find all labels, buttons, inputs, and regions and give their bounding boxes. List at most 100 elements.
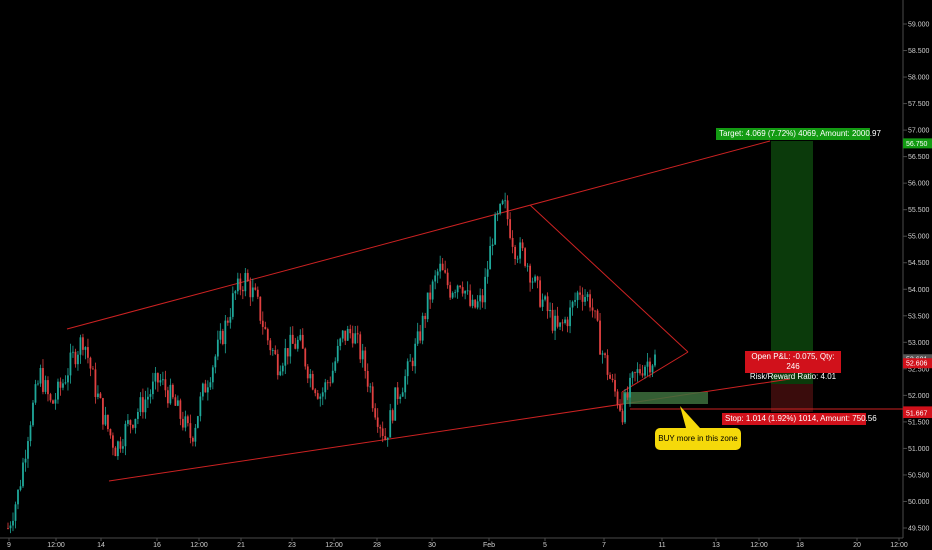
candle-body[interactable] [224,320,227,345]
candle-body[interactable] [24,458,27,463]
candle-body[interactable] [336,345,339,362]
candle-body[interactable] [246,273,249,282]
candle-body[interactable] [391,410,394,421]
candle-body[interactable] [561,322,564,324]
candle-body[interactable] [34,384,37,403]
candle-body[interactable] [37,383,39,385]
candle-body[interactable] [321,392,324,397]
candle-body[interactable] [311,374,314,390]
candle-body[interactable] [99,393,102,399]
candle-body[interactable] [67,375,69,383]
stop-label[interactable]: Stop: 1.014 (1.92%) 1014, Amount: 750.56 [722,413,877,425]
candle-body[interactable] [516,258,519,260]
candle-body[interactable] [12,520,14,526]
candle-body[interactable] [559,322,561,327]
candle-body[interactable] [276,354,279,376]
candle-body[interactable] [504,200,507,202]
candle-body[interactable] [421,315,424,341]
candle-body[interactable] [489,245,492,270]
candle-body[interactable] [102,398,104,425]
candle-body[interactable] [634,372,636,374]
candle-body[interactable] [164,379,167,391]
candle-body[interactable] [89,357,92,369]
candle-body[interactable] [614,380,616,392]
candle-body[interactable] [166,390,169,404]
candle-body[interactable] [481,295,484,303]
candle-body[interactable] [139,397,142,412]
candle-body[interactable] [82,337,84,350]
candle-body[interactable] [399,396,402,399]
candle-body[interactable] [161,379,164,381]
candle-body[interactable] [491,244,494,246]
candle-body[interactable] [316,393,319,399]
candle-body[interactable] [454,292,457,294]
candle-body[interactable] [286,348,289,357]
candle-body[interactable] [596,310,599,321]
candle-body[interactable] [591,307,594,311]
candle-body[interactable] [259,296,262,321]
candle-body[interactable] [261,320,264,327]
candle-body[interactable] [234,291,237,294]
candle-body[interactable] [251,287,254,298]
candle-body[interactable] [64,382,67,384]
candle-body[interactable] [424,315,427,320]
candle-body[interactable] [519,242,522,259]
candle-body[interactable] [649,361,651,373]
candle-body[interactable] [476,301,479,308]
candle-body[interactable] [566,319,569,327]
candle-body[interactable] [264,326,267,330]
candle-body[interactable] [564,319,566,323]
candle-body[interactable] [376,417,379,427]
candle-body[interactable] [47,380,49,395]
candle-body[interactable] [27,441,29,459]
candle-body[interactable] [606,355,609,375]
candle-body[interactable] [209,382,212,388]
candle-body[interactable] [216,339,219,357]
candle-body[interactable] [69,352,72,376]
candle-body[interactable] [239,278,242,290]
candle-body[interactable] [199,396,202,417]
candle-body[interactable] [284,348,287,366]
candle-body[interactable] [241,289,244,292]
candle-body[interactable] [32,402,34,426]
candle-body[interactable] [366,370,369,387]
candle-body[interactable] [97,393,99,398]
candle-body[interactable] [334,361,337,371]
candle-body[interactable] [289,334,292,357]
candle-body[interactable] [339,338,342,346]
candle-body[interactable] [584,297,586,302]
candle-body[interactable] [296,339,299,349]
candle-body[interactable] [374,408,377,418]
candle-body[interactable] [631,372,634,378]
candle-body[interactable] [349,328,352,334]
candle-body[interactable] [459,285,462,288]
candle-body[interactable] [409,360,412,362]
candle-body[interactable] [42,368,44,392]
candle-body[interactable] [84,347,87,350]
candle-body[interactable] [189,423,192,438]
candle-body[interactable] [129,420,132,425]
candle-body[interactable] [511,237,514,247]
candle-body[interactable] [281,365,284,372]
candle-body[interactable] [19,486,22,490]
candle-body[interactable] [319,396,322,399]
candle-body[interactable] [344,330,347,341]
candle-body[interactable] [594,310,596,312]
candle-body[interactable] [521,242,524,249]
candle-body[interactable] [451,292,454,298]
candle-body[interactable] [471,299,474,306]
candle-body[interactable] [17,489,19,505]
candle-body[interactable] [107,414,109,430]
candle-body[interactable] [464,290,467,294]
candle-body[interactable] [486,269,489,277]
candle-body[interactable] [54,399,57,404]
candle-body[interactable] [549,309,551,312]
candle-body[interactable] [44,380,47,392]
candle-body[interactable] [394,387,397,421]
candle-body[interactable] [404,376,407,393]
candle-body[interactable] [579,292,581,295]
candle-body[interactable] [314,389,317,394]
candle-body[interactable] [229,316,232,323]
candle-body[interactable] [329,382,332,384]
